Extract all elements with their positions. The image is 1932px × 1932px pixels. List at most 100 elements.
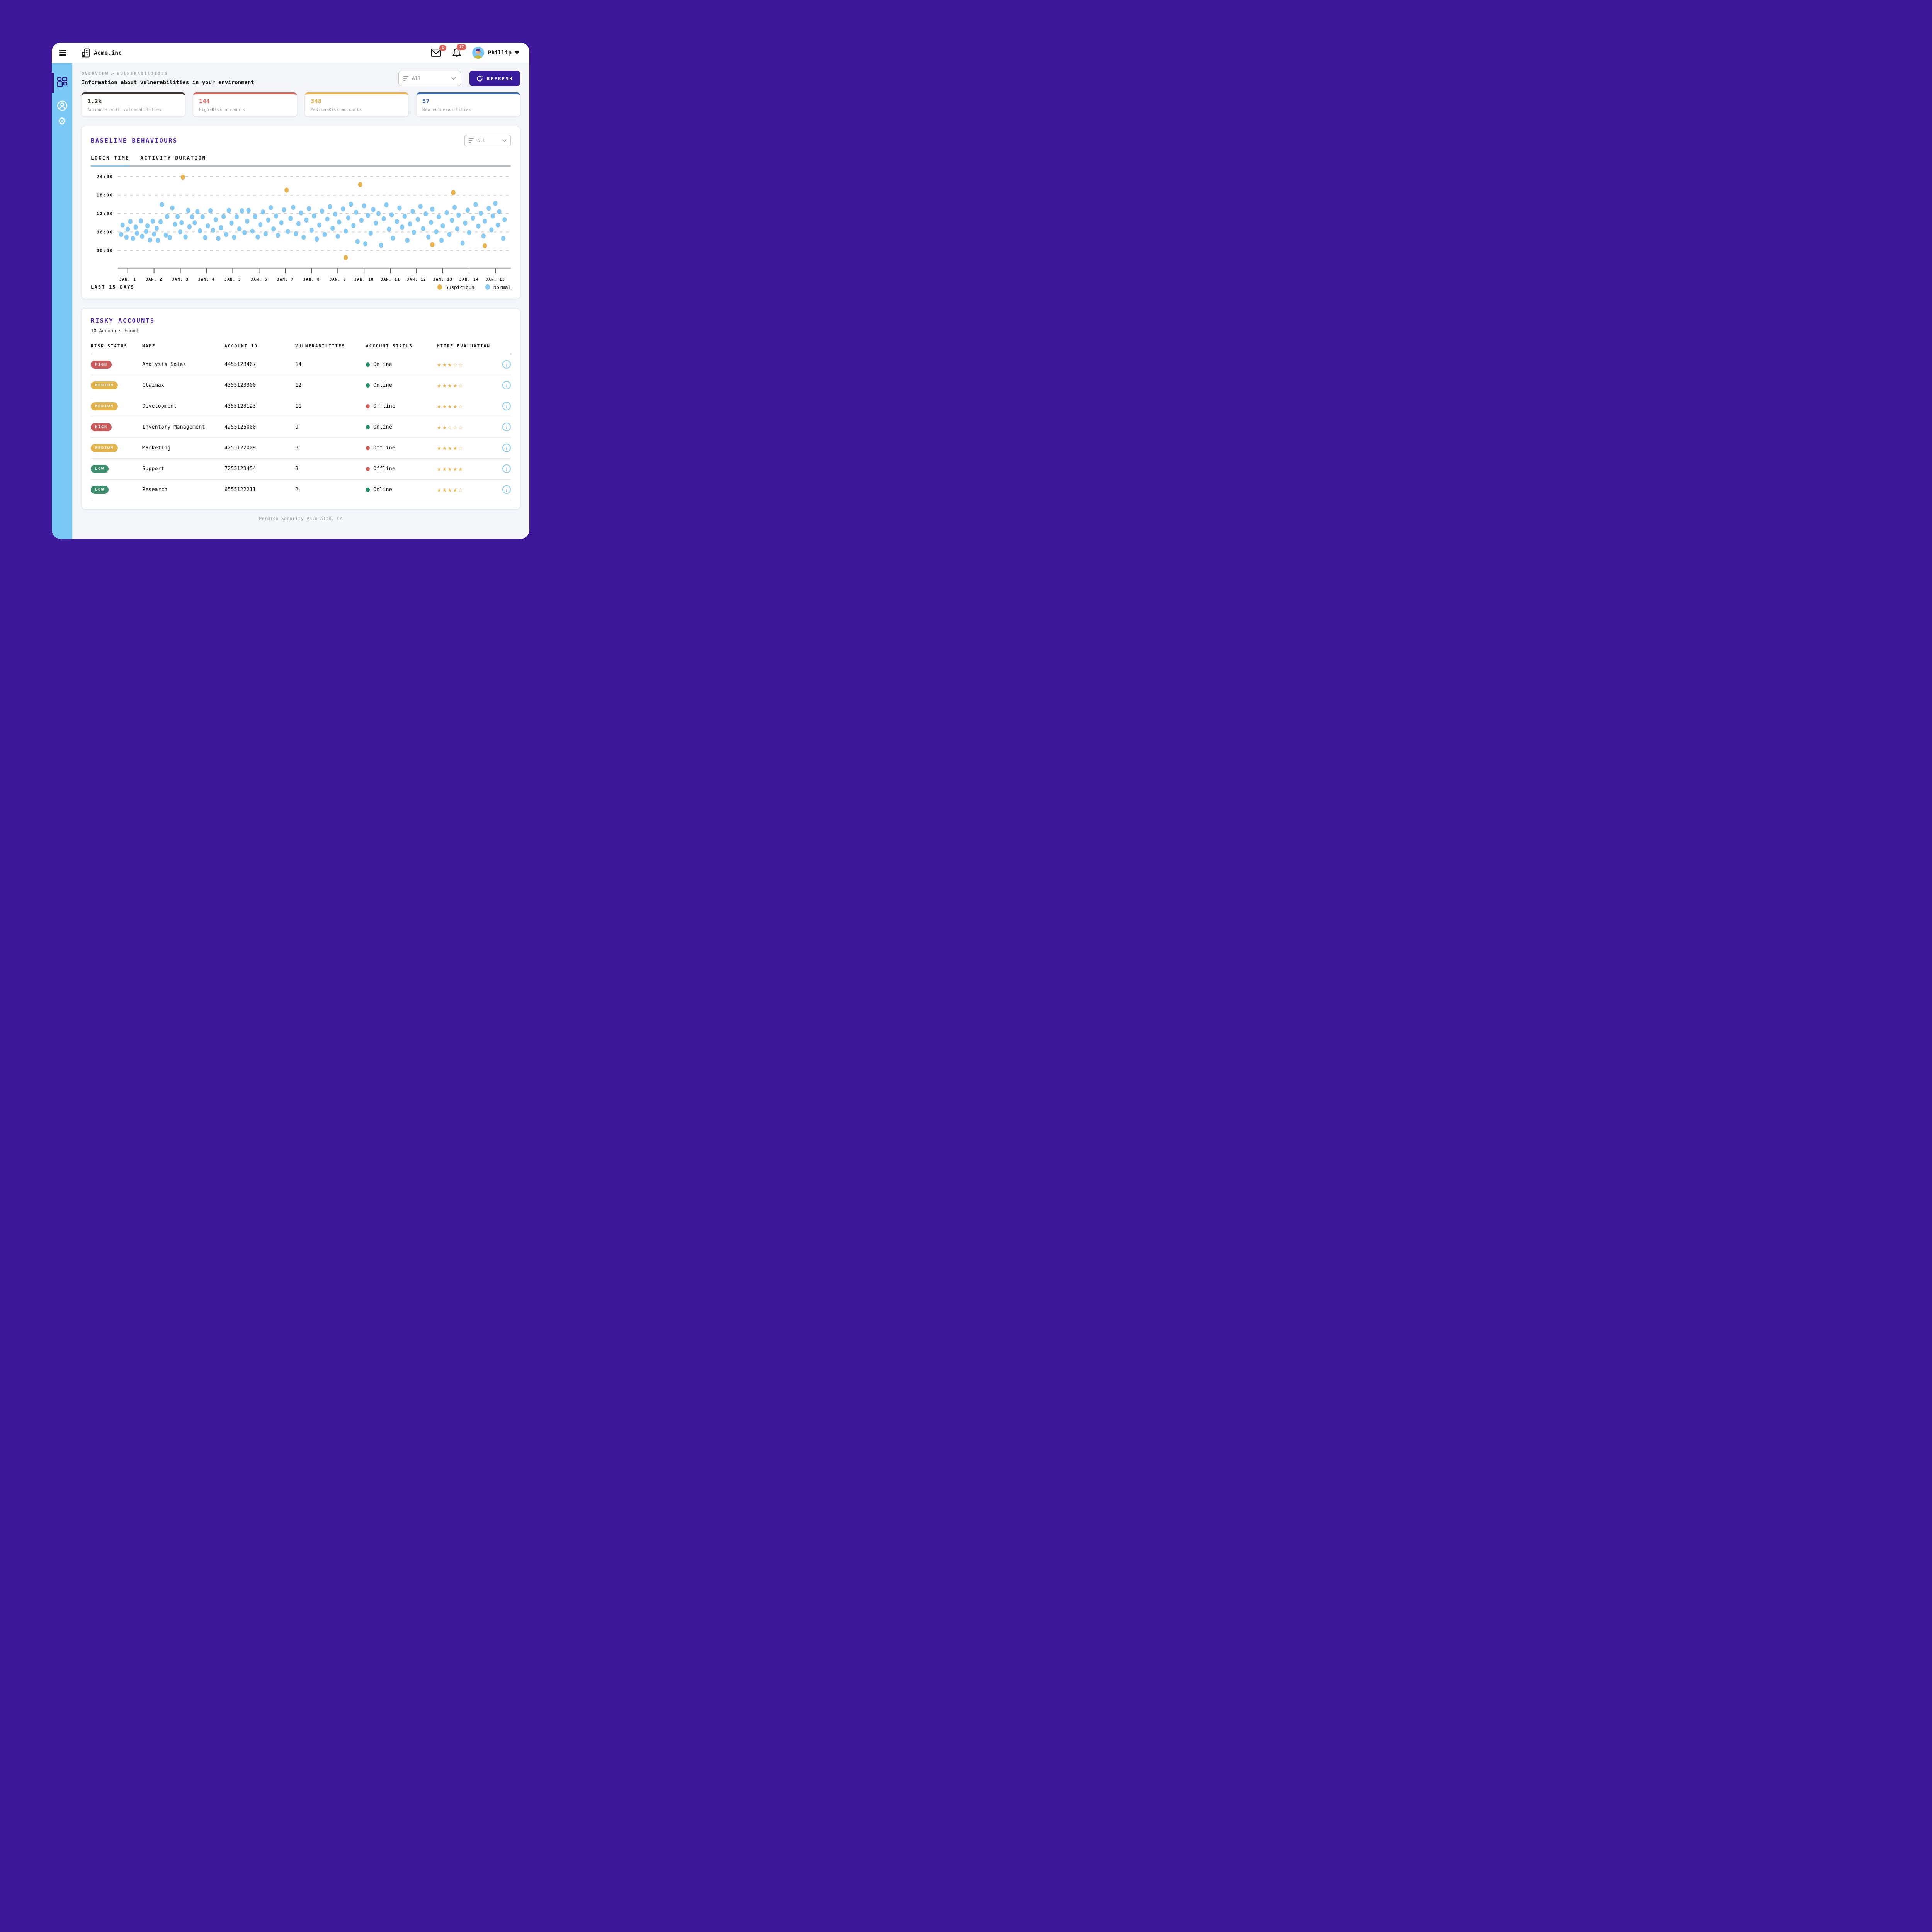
table-row: HIGH Analysis Sales 4455123467 14 Online ★★★☆…: [91, 354, 511, 375]
notifications-button[interactable]: 17: [452, 44, 466, 58]
breadcrumb-vulnerabilities[interactable]: VULNERABILITIES: [117, 71, 168, 76]
chart-point-normal: [128, 219, 133, 224]
chart-point-normal: [219, 225, 223, 230]
caret-down-icon[interactable]: [515, 51, 519, 54]
risky-title: RISKY ACCOUNTS: [91, 317, 155, 324]
chart-point-normal: [139, 218, 143, 224]
chart-point-normal: [423, 211, 428, 216]
chart-point-normal: [126, 226, 130, 232]
top-bar: Acme.inc 4 17: [52, 43, 529, 63]
chart-point-normal: [232, 235, 236, 240]
account-id: 4355123300: [224, 382, 256, 389]
chart-point-normal: [322, 232, 327, 237]
breadcrumb-overview[interactable]: OVERVIEW: [82, 71, 109, 76]
account-id: 4255122009: [224, 445, 256, 451]
table-row: HIGH Inventory Management 4255125000 9 Onlin…: [91, 417, 511, 438]
status-label: Offline: [373, 445, 395, 451]
chart-point-normal: [246, 208, 251, 213]
filter-dropdown[interactable]: All: [398, 71, 461, 86]
account-name: Development: [142, 403, 177, 410]
chart-point-normal: [330, 226, 335, 231]
tab-activity-duration[interactable]: ACTIVITY DURATION: [140, 155, 206, 161]
chart-point-normal: [203, 235, 207, 240]
chart-point-normal: [395, 219, 399, 224]
chart-point-normal: [405, 238, 410, 243]
chart-point-normal: [286, 229, 290, 234]
avatar[interactable]: [472, 47, 484, 59]
info-icon[interactable]: i: [502, 381, 511, 390]
chart-point-normal: [463, 220, 468, 226]
refresh-icon: [476, 75, 483, 82]
info-icon[interactable]: i: [502, 360, 511, 369]
tab-login-time[interactable]: LOGIN TIME: [91, 155, 130, 167]
chart-point-suspicious: [180, 174, 185, 180]
sidebar-item-dashboard[interactable]: [57, 77, 67, 87]
mitre-rating: ★★★☆☆: [437, 360, 464, 369]
chart-point-normal: [293, 231, 298, 236]
chart-point-normal: [466, 207, 470, 213]
chart-point-normal: [250, 228, 255, 234]
risk-badge: LOW: [91, 485, 109, 494]
account-id: 7255123454: [224, 466, 256, 472]
chart-point-normal: [282, 207, 286, 213]
chart-point-normal: [216, 236, 221, 241]
mail-button[interactable]: 4: [430, 45, 446, 57]
status-dot: [366, 404, 370, 408]
mitre-rating: ★★★★☆: [437, 444, 464, 452]
x-axis-label: JAN. 2: [146, 277, 162, 282]
baseline-tabs: LOGIN TIME ACTIVITY DURATION: [91, 155, 511, 167]
chart-point-normal: [402, 214, 407, 219]
chart-point-normal: [124, 235, 129, 240]
status-dot: [366, 425, 370, 429]
chart-point-normal: [260, 209, 265, 215]
chart-point-normal: [410, 209, 415, 214]
x-axis-label: JAN. 6: [251, 277, 267, 282]
chart-point-normal: [351, 223, 356, 228]
chart-point-suspicious: [284, 187, 289, 193]
chart-point-normal: [186, 208, 190, 213]
sidebar-item-settings[interactable]: ⚙: [58, 116, 66, 127]
table-row: MEDIUM Claimax 4355123300 12 Online ★★★★☆ i: [91, 375, 511, 396]
baseline-behaviours-card: BASELINE BEHAVIOURS All LOGIN TIME ACTIVI…: [82, 126, 520, 299]
account-id: 4355123123: [224, 403, 256, 410]
chart-point-normal: [152, 231, 156, 237]
chart-point-normal: [467, 230, 471, 235]
chart-point-normal: [496, 222, 500, 228]
refresh-button[interactable]: REFRESH: [469, 71, 520, 86]
chart-point-normal: [460, 240, 465, 246]
info-icon[interactable]: i: [502, 485, 511, 494]
status-label: Offline: [373, 403, 395, 410]
status-label: Offline: [373, 466, 395, 472]
legend-dot-suspicious: [437, 284, 442, 290]
chart-point-normal: [391, 235, 395, 241]
chart-point-normal: [456, 213, 461, 218]
info-icon[interactable]: i: [502, 423, 511, 432]
menu-icon[interactable]: [59, 50, 66, 56]
chart-point-normal: [179, 220, 184, 226]
chart-point-normal: [444, 210, 449, 215]
chart-point-normal: [489, 227, 494, 233]
info-icon[interactable]: i: [502, 464, 511, 473]
status-dot: [366, 383, 370, 388]
account-status: Offline: [366, 466, 437, 472]
info-icon[interactable]: i: [502, 402, 511, 411]
filter-icon: [403, 76, 408, 81]
baseline-filter-value: All: [477, 138, 485, 143]
info-icon[interactable]: i: [502, 444, 511, 452]
risk-cell: LOW: [91, 464, 142, 473]
risk-badge: MEDIUM: [91, 381, 118, 389]
stat-value: 57: [422, 98, 430, 105]
chart-point-normal: [131, 236, 135, 241]
filter-dropdown-value: All: [412, 75, 421, 82]
risky-accounts-card: RISKY ACCOUNTS 10 Accounts Found RISK ST…: [82, 308, 520, 509]
filter-icon: [469, 138, 474, 143]
sidebar-item-account[interactable]: [57, 100, 67, 111]
user-name[interactable]: Phillip: [488, 49, 512, 56]
chart-point-normal: [269, 205, 273, 211]
chart-point-normal: [170, 205, 175, 211]
chart-point-suspicious: [344, 255, 348, 260]
chart-point-normal: [320, 208, 325, 214]
chart-point-normal: [344, 228, 348, 234]
chevron-down-icon: [502, 139, 507, 142]
baseline-filter-dropdown[interactable]: All: [464, 135, 511, 146]
